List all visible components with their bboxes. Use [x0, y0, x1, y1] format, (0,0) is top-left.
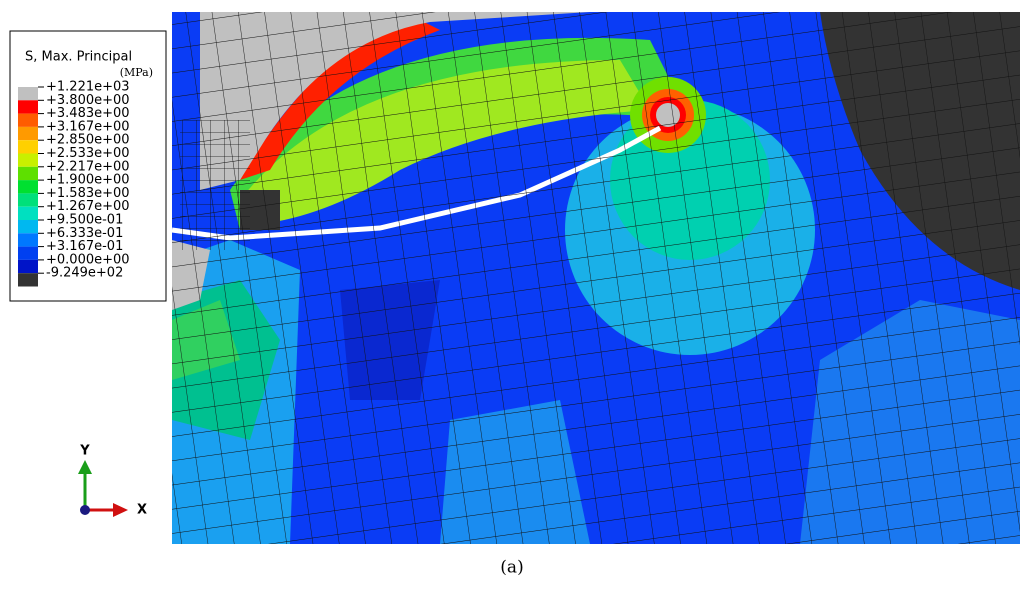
legend-title: S, Max. Principal [25, 50, 132, 65]
triad-y-label: Y [79, 444, 90, 459]
axis-triad: Y X [78, 444, 147, 518]
legend: +1.221e+03+3.800e+00+3.483e+00+3.167e+00… [18, 80, 130, 287]
page: S, Max. Principal (MPa) +1.221e+03+3.800… [0, 0, 1025, 588]
legend-swatch [18, 233, 38, 246]
legend-swatch [18, 100, 38, 113]
legend-swatch [18, 207, 38, 220]
legend-swatch [18, 114, 38, 127]
caption: (a) [500, 558, 523, 578]
legend-swatch [18, 154, 38, 167]
contour-plot [172, 12, 1020, 544]
legend-swatch [18, 167, 38, 180]
legend-swatch [18, 260, 38, 273]
legend-swatch [18, 220, 38, 233]
legend-swatch [18, 193, 38, 206]
legend-swatch [18, 247, 38, 260]
triad-x-label: X [137, 503, 147, 518]
legend-swatch [18, 273, 38, 286]
legend-unit: (MPa) [120, 66, 153, 79]
legend-swatch [18, 127, 38, 140]
legend-label: -9.249e+02 [46, 266, 123, 281]
legend-swatch [18, 87, 38, 100]
legend-swatch [18, 180, 38, 193]
legend-swatch [18, 140, 38, 153]
